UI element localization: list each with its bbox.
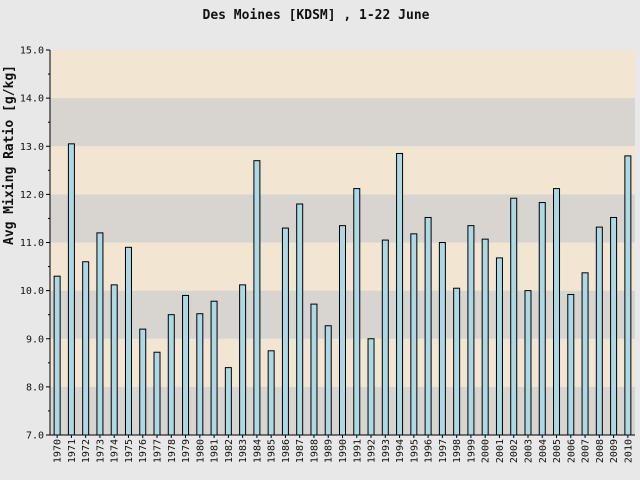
bar-1973	[96, 232, 104, 436]
x-tick-label: 1993	[381, 439, 392, 463]
bar-2010	[624, 155, 632, 436]
bar-1992	[367, 338, 375, 436]
x-tick-label: 1989	[324, 439, 335, 463]
bar-1982	[224, 367, 232, 436]
bar-1977	[153, 351, 161, 436]
x-tick-label: 1983	[238, 439, 249, 463]
x-tick-label: 1996	[424, 439, 435, 463]
x-tick-label: 1994	[395, 439, 406, 463]
x-tick-label: 1997	[438, 439, 449, 463]
x-tick-label: 1992	[367, 439, 378, 463]
x-tick-label: 2006	[566, 439, 577, 463]
x-tick-label: 1998	[452, 439, 463, 463]
bar-1993	[381, 239, 389, 436]
bar-2000	[481, 238, 489, 436]
x-tick-label: 1975	[124, 439, 135, 463]
bar-1980	[196, 313, 204, 436]
bar-1999	[467, 225, 475, 436]
x-tick-label: 1970	[53, 439, 64, 463]
x-tick-label: 1972	[81, 439, 92, 463]
x-tick-label: 1991	[352, 439, 363, 463]
x-tick-label: 1978	[167, 439, 178, 463]
bar-1975	[124, 246, 132, 436]
x-tick-label: 2005	[552, 439, 563, 463]
bar-1998	[453, 287, 461, 436]
bar-1971	[67, 143, 75, 436]
x-axis: 1970 1971 1972 1973 1974 1975 1976 1977 1978 1979…	[50, 434, 635, 463]
x-tick-label: 2002	[509, 439, 520, 463]
bar-1976	[139, 328, 147, 436]
chart-title: Des Moines [KDSM] , 1-22 June	[203, 8, 430, 23]
x-tick-label: 2004	[538, 439, 549, 463]
x-tick-label: 1988	[309, 439, 320, 463]
y-tick-label: 12.0	[20, 190, 44, 201]
bar-2003	[524, 290, 532, 436]
x-tick-label: 2007	[581, 439, 592, 463]
y-tick-label: 15.0	[20, 46, 44, 57]
bar-1974	[110, 284, 118, 436]
bar-2006	[567, 293, 575, 436]
y-tick-label: 7.0	[26, 431, 44, 442]
y-tick-label: 11.0	[20, 238, 44, 249]
bar-2009	[610, 216, 618, 436]
bar-1981	[210, 300, 218, 436]
bar-1990	[339, 225, 346, 436]
bar-1986	[281, 227, 289, 436]
bar-1991	[353, 188, 361, 436]
y-tick-label: 8.0	[26, 382, 44, 393]
y-tick-label: 9.0	[26, 334, 44, 345]
x-tick-label: 1984	[252, 439, 263, 463]
bar-2005	[553, 188, 561, 436]
bar-1985	[267, 350, 275, 436]
y-axis: 7.0 8.0 9.0 10.0 11.0 12.0 13.0 14.0 15.0	[20, 46, 51, 442]
bar-1984	[253, 160, 261, 436]
bar-1989	[324, 325, 332, 436]
x-tick-label: 2009	[609, 439, 620, 463]
bar-1983	[239, 284, 247, 436]
bar-1995	[410, 233, 418, 436]
x-tick-label: 1985	[267, 439, 278, 463]
x-tick-label: 2000	[481, 439, 492, 463]
x-tick-label: 1980	[195, 439, 206, 463]
x-tick-label: 1979	[181, 439, 192, 463]
y-tick-label: 14.0	[20, 94, 44, 105]
bar-1987	[296, 203, 304, 436]
bar-2001	[495, 257, 503, 436]
x-tick-label: 1974	[110, 439, 121, 463]
x-tick-label: 1982	[224, 439, 235, 463]
bar-1988	[310, 303, 318, 436]
y-tick-label: 10.0	[20, 286, 44, 297]
bar-2008	[595, 226, 603, 436]
x-tick-label: 1981	[210, 439, 221, 463]
bar-1997	[438, 242, 446, 436]
bar-1994	[396, 152, 404, 436]
x-tick-label: 1976	[138, 439, 149, 463]
x-tick-label: 1973	[95, 439, 106, 463]
y-axis-label: Avg Mixing Ratio [g/kg]	[2, 65, 17, 245]
y-tick-label: 13.0	[20, 142, 44, 153]
x-tick-label: 1995	[409, 439, 420, 463]
x-tick-label: 1971	[67, 439, 78, 463]
band-13	[50, 98, 635, 147]
x-tick-label: 2001	[495, 439, 506, 463]
bar-2002	[510, 197, 518, 436]
bar-1970	[53, 275, 61, 436]
x-tick-label: 1987	[295, 439, 306, 463]
band-14	[50, 50, 635, 99]
x-tick-label: 2010	[623, 439, 634, 463]
bar-1996	[424, 216, 432, 436]
bar-1972	[82, 261, 90, 436]
bar-2007	[581, 272, 589, 436]
band-12	[50, 146, 635, 195]
x-tick-label: 2003	[523, 439, 534, 463]
x-tick-label: 1990	[338, 439, 349, 463]
x-tick-label: 1977	[153, 439, 164, 463]
bar-1979	[182, 294, 190, 436]
x-tick-label: 2008	[595, 439, 606, 463]
x-tick-label: 1986	[281, 439, 292, 463]
bar-2004	[538, 202, 546, 436]
x-tick-label: 1999	[466, 439, 477, 463]
bar-1978	[167, 314, 175, 436]
